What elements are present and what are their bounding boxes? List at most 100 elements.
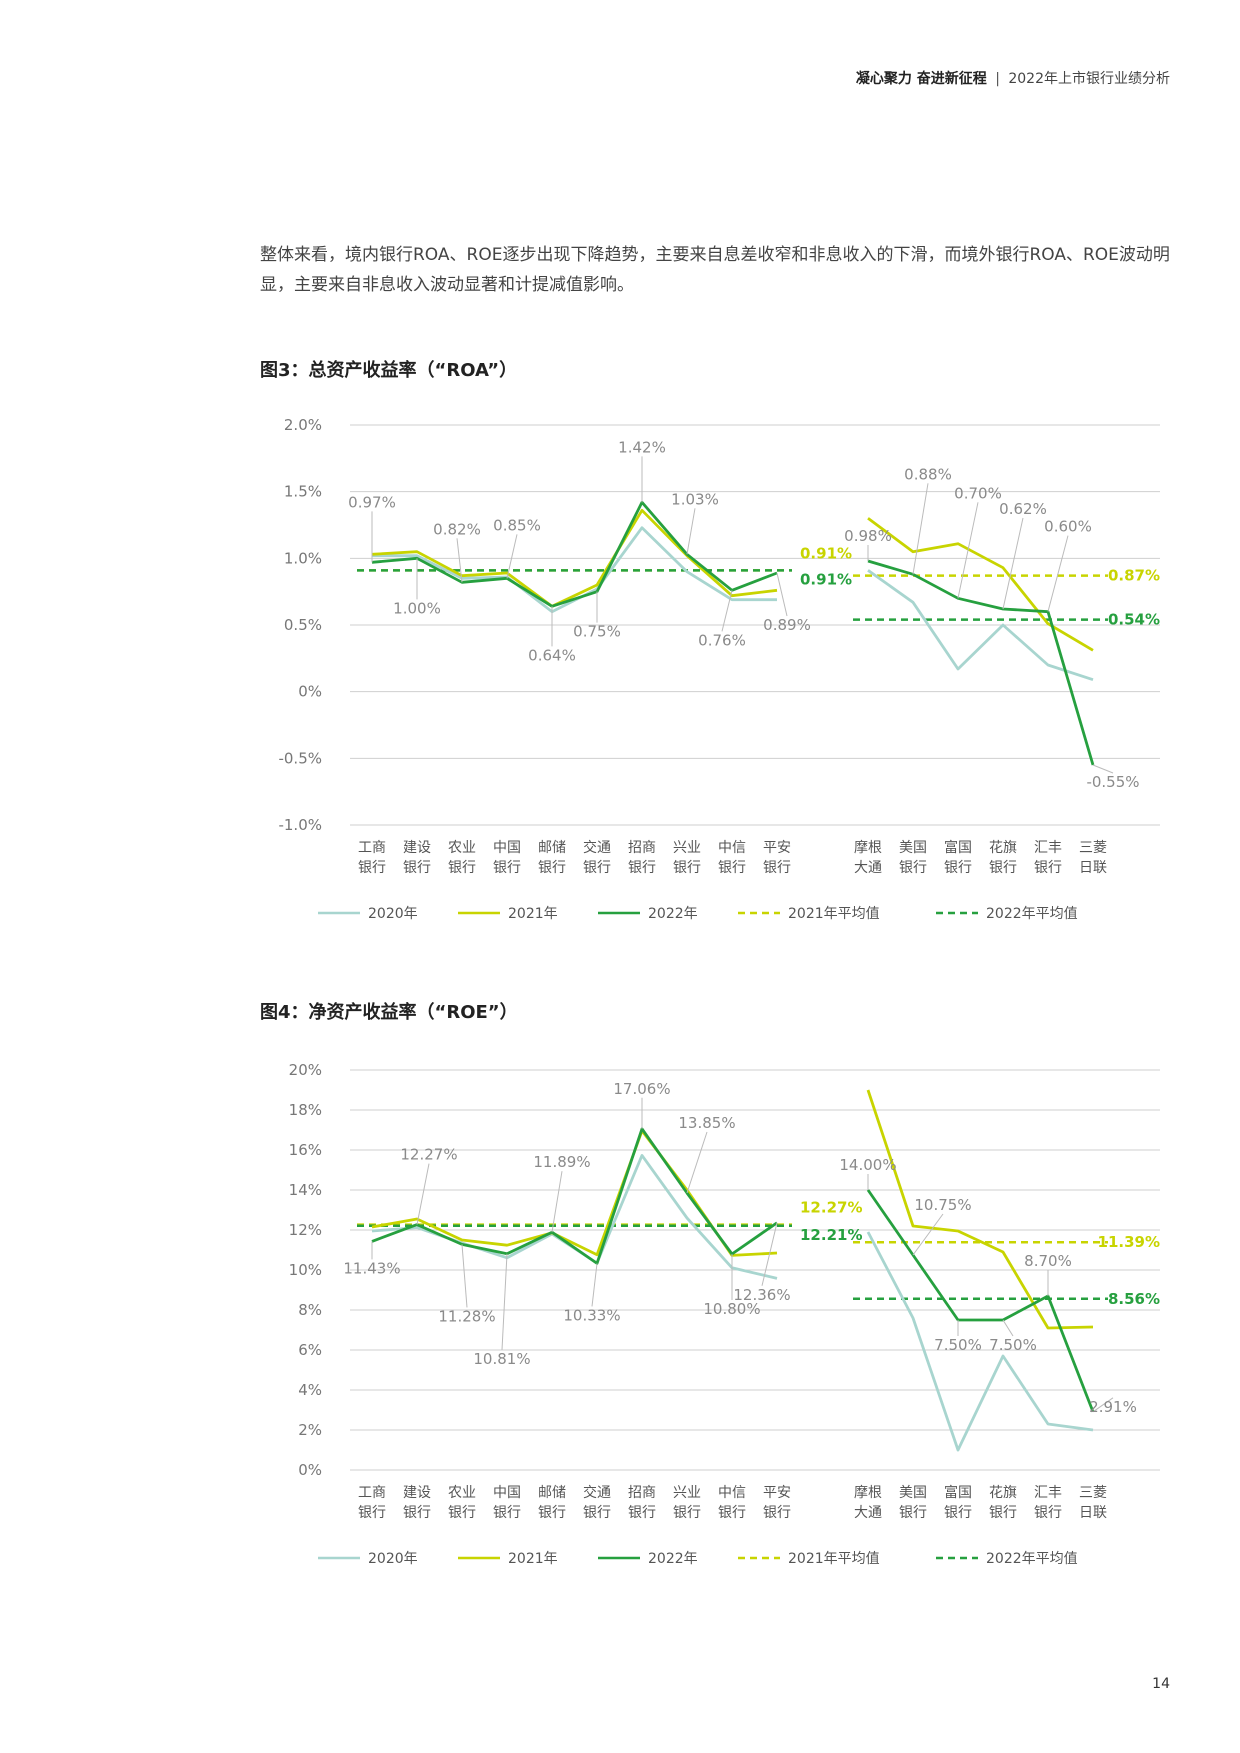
x-category-label: 富国 bbox=[944, 1484, 972, 1501]
data-label: 2.91% bbox=[1089, 1398, 1137, 1416]
data-label: 10.81% bbox=[473, 1350, 530, 1368]
x-category-label: 银行 bbox=[538, 1505, 566, 1521]
x-category-label: 工商 bbox=[358, 1485, 386, 1501]
x-category-label: 三菱 bbox=[1079, 840, 1107, 856]
data-label: 11.28% bbox=[438, 1307, 495, 1325]
data-label: 1.03% bbox=[671, 490, 719, 508]
x-category-label: 银行 bbox=[899, 860, 927, 876]
x-category-label: 银行 bbox=[583, 860, 611, 876]
x-category-label: 平安 bbox=[763, 1485, 791, 1501]
data-label: 13.85% bbox=[678, 1114, 735, 1132]
x-category-label: 交通 bbox=[583, 1484, 611, 1501]
series-line bbox=[371, 500, 778, 608]
y-tick-label: 6% bbox=[298, 1341, 322, 1359]
data-label-leader bbox=[686, 508, 696, 555]
series-line bbox=[867, 569, 1094, 682]
x-category-label: 银行 bbox=[403, 1505, 431, 1521]
x-category-label: 美国 bbox=[899, 1485, 927, 1501]
legend-label: 2020年 bbox=[368, 906, 418, 922]
data-label: 0.98% bbox=[844, 527, 892, 545]
x-category-label: 银行 bbox=[583, 1505, 611, 1521]
header-subtitle: 2022年上市银行业绩分析 bbox=[1008, 71, 1170, 87]
data-label: 0.60% bbox=[1044, 518, 1092, 536]
data-label-leader bbox=[721, 590, 733, 632]
average-label: 8.56% bbox=[1108, 1290, 1160, 1308]
x-category-label: 银行 bbox=[899, 1505, 927, 1521]
data-label: 0.97% bbox=[348, 493, 396, 511]
legend-label: 2022年平均值 bbox=[986, 1551, 1078, 1567]
data-label-leader bbox=[1092, 1397, 1114, 1413]
legend-label: 2021年平均值 bbox=[788, 906, 880, 922]
data-label: 12.36% bbox=[733, 1286, 790, 1304]
x-category-label: 大通 bbox=[854, 1505, 882, 1521]
x-category-label: 银行 bbox=[718, 1505, 746, 1521]
series-line bbox=[867, 559, 1095, 766]
data-label-leader bbox=[912, 483, 929, 575]
y-tick-label: 2% bbox=[298, 1421, 322, 1439]
average-label: 0.91% bbox=[800, 570, 852, 588]
x-category-label: 银行 bbox=[448, 860, 476, 876]
x-category-label: 招商 bbox=[628, 1485, 656, 1501]
x-category-label: 中信 bbox=[718, 1485, 746, 1501]
data-label-leader bbox=[1002, 517, 1024, 610]
y-tick-label: -0.5% bbox=[278, 749, 322, 767]
data-label: -0.55% bbox=[1086, 773, 1139, 791]
figure-3-title: 图3：总资产收益率（“ROA”） bbox=[260, 360, 518, 381]
x-category-label: 建设 bbox=[403, 1485, 431, 1501]
data-label-leader bbox=[1047, 535, 1069, 612]
data-label: 14.00% bbox=[839, 1156, 896, 1174]
data-label: 0.89% bbox=[763, 616, 811, 634]
series-line bbox=[866, 1231, 1094, 1452]
data-label: 0.70% bbox=[954, 484, 1002, 502]
x-category-label: 中国 bbox=[493, 1485, 521, 1501]
y-tick-label: 16% bbox=[289, 1141, 322, 1159]
x-category-label: 银行 bbox=[358, 1505, 386, 1521]
x-category-label: 汇丰 bbox=[1034, 840, 1062, 856]
y-tick-label: 18% bbox=[289, 1101, 322, 1119]
legend-label: 2020年 bbox=[368, 1551, 418, 1567]
legend-label: 2022年 bbox=[648, 1551, 698, 1567]
data-label: 8.70% bbox=[1024, 1252, 1072, 1270]
x-category-label: 银行 bbox=[448, 1505, 476, 1521]
x-category-label: 花旗 bbox=[989, 840, 1017, 856]
x-category-label: 美国 bbox=[899, 840, 927, 856]
x-category-label: 邮储 bbox=[538, 840, 566, 856]
y-tick-label: 0.5% bbox=[284, 616, 322, 634]
data-label-leader bbox=[416, 1163, 430, 1225]
average-label: 0.87% bbox=[1108, 567, 1160, 585]
page-header: 凝心聚力 奋进新征程 | 2022年上市银行业绩分析 bbox=[856, 68, 1170, 88]
x-category-label: 三菱 bbox=[1079, 1485, 1107, 1501]
x-category-label: 花旗 bbox=[989, 1485, 1017, 1501]
x-category-label: 银行 bbox=[944, 1505, 972, 1521]
data-label: 10.33% bbox=[563, 1306, 620, 1324]
data-label-leader bbox=[776, 572, 788, 617]
x-category-label: 银行 bbox=[944, 860, 972, 876]
data-label: 0.75% bbox=[573, 623, 621, 641]
x-category-label: 农业 bbox=[448, 840, 476, 856]
y-tick-label: -1.0% bbox=[278, 816, 322, 834]
y-tick-label: 4% bbox=[298, 1381, 322, 1399]
y-tick-label: 1.5% bbox=[284, 483, 322, 501]
legend-label: 2021年 bbox=[508, 906, 558, 922]
data-label: 11.43% bbox=[343, 1259, 400, 1277]
x-category-label: 银行 bbox=[538, 860, 566, 876]
x-category-label: 邮储 bbox=[538, 1485, 566, 1501]
y-tick-label: 8% bbox=[298, 1301, 322, 1319]
data-label: 0.85% bbox=[493, 516, 541, 534]
data-label: 0.82% bbox=[433, 520, 481, 538]
intro-paragraph: 整体来看，境内银行ROA、ROE逐步出现下降趋势，主要来自息差收窄和非息收入的下… bbox=[260, 245, 1170, 295]
x-category-label: 银行 bbox=[493, 860, 521, 876]
x-category-label: 银行 bbox=[493, 1505, 521, 1521]
data-label: 10.80% bbox=[703, 1300, 760, 1318]
x-category-label: 摩根 bbox=[854, 839, 882, 856]
data-label: 12.27% bbox=[400, 1146, 457, 1164]
x-category-label: 银行 bbox=[673, 1505, 701, 1521]
data-label-leader bbox=[912, 1213, 944, 1256]
data-label: 7.50% bbox=[934, 1336, 982, 1354]
data-label: 0.62% bbox=[999, 500, 1047, 518]
x-category-label: 中信 bbox=[718, 840, 746, 856]
y-tick-label: 0% bbox=[298, 1461, 322, 1479]
x-category-label: 日联 bbox=[1079, 1505, 1107, 1521]
data-label: 10.75% bbox=[914, 1196, 971, 1214]
legend-label: 2022年 bbox=[648, 906, 698, 922]
